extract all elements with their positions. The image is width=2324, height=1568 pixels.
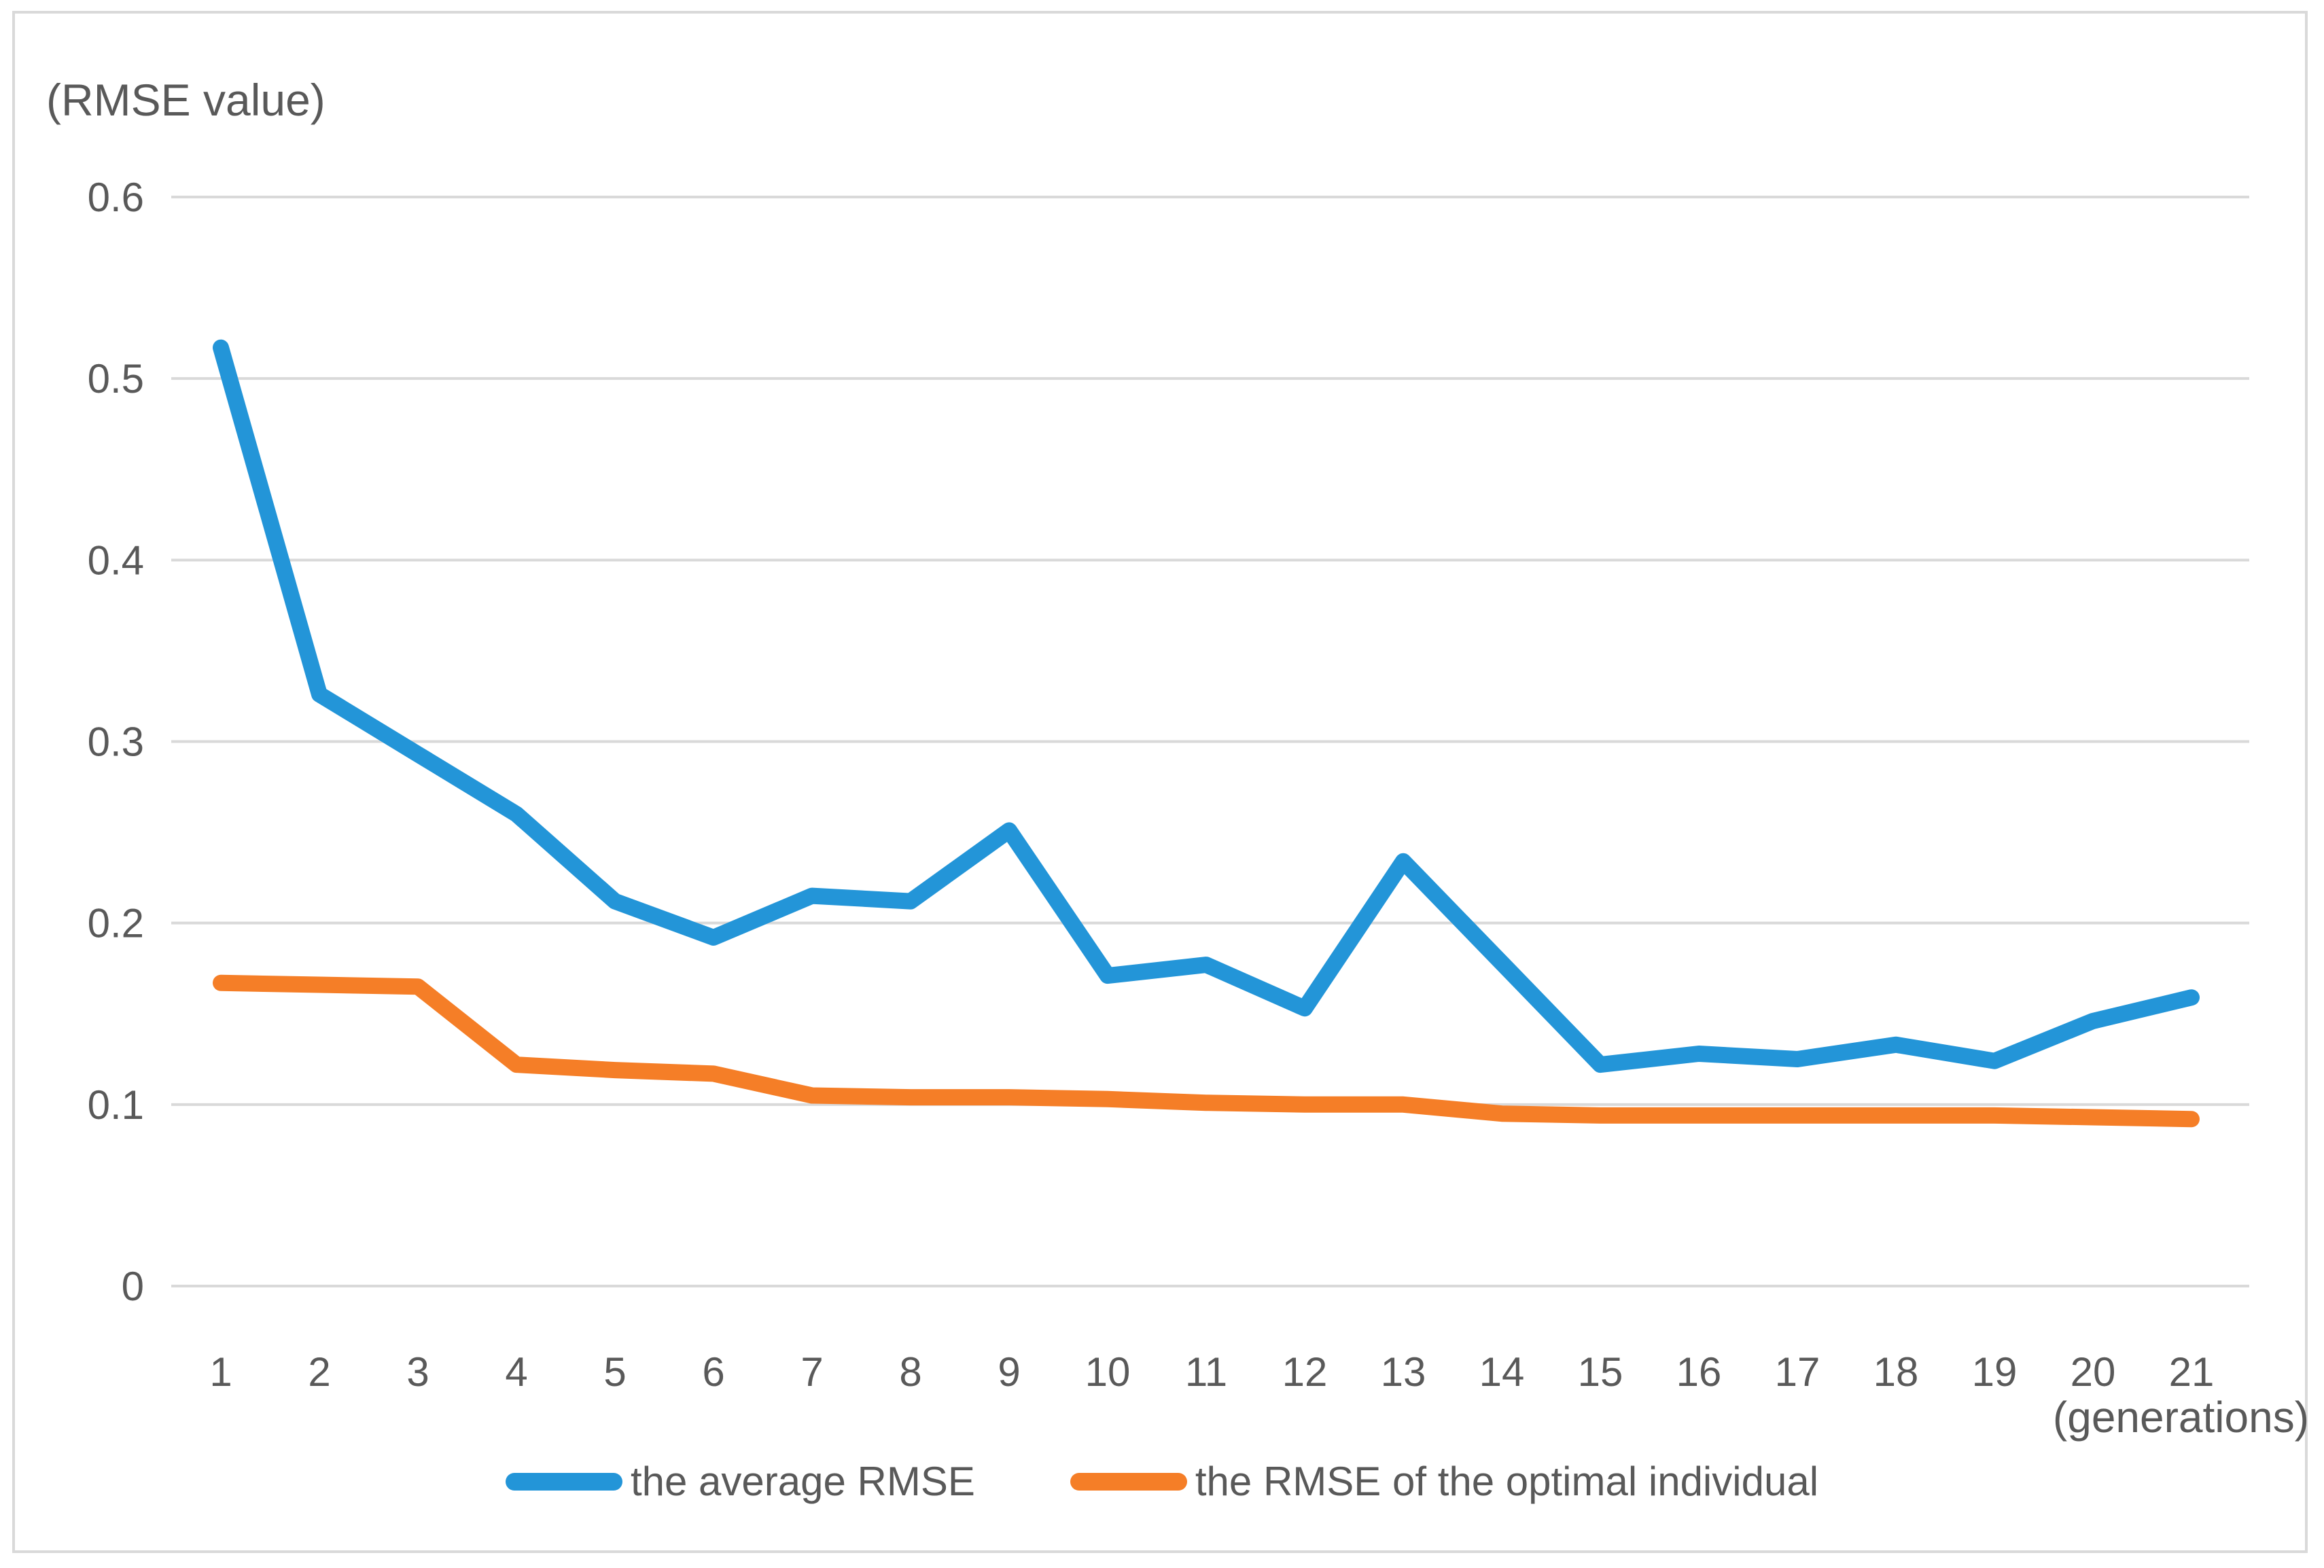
x-tick-label: 15 [1578, 1349, 1623, 1395]
x-tick-label: 20 [2071, 1349, 2116, 1395]
x-tick-label: 4 [505, 1349, 527, 1395]
legend-swatch-average-rmse-icon [505, 1472, 622, 1491]
x-tick-label: 14 [1479, 1349, 1525, 1395]
x-tick-label: 18 [1873, 1349, 1919, 1395]
y-tick-label: 0.6 [88, 175, 144, 220]
series-line-the-average-rmse [213, 339, 2200, 1073]
x-tick-label: 2 [308, 1349, 330, 1395]
gridlines [171, 196, 2249, 1287]
x-tick-label: 10 [1085, 1349, 1131, 1395]
x-tick-label: 19 [1972, 1349, 2018, 1395]
y-tick-labels: 0 0.1 0.2 0.3 0.4 0.5 0.6 [88, 175, 144, 1309]
x-tick-label: 3 [406, 1349, 429, 1395]
legend-item-optimal-individual: the RMSE of the optimal individual [1070, 1458, 1818, 1505]
y-tick-label: 0.4 [88, 537, 144, 583]
y-tick-label: 0.2 [88, 901, 144, 946]
x-tick-label: 16 [1676, 1349, 1722, 1395]
x-tick-label: 1 [209, 1349, 232, 1395]
x-tick-label: 21 [2169, 1349, 2215, 1395]
y-tick-label: 0.3 [88, 719, 144, 765]
y-tick-label: 0.1 [88, 1082, 144, 1128]
x-tick-label: 11 [1185, 1349, 1227, 1395]
legend-label-average-rmse: the average RMSE [630, 1459, 975, 1504]
legend-item-average-rmse: the average RMSE [505, 1458, 975, 1505]
x-tick-labels: 1 2 3 4 5 6 7 8 9 10 11 12 13 14 15 16 17 18 19 20 21 [209, 1349, 2214, 1395]
chart-legend: the average RMSE the RMSE of the optimal… [0, 1458, 2324, 1505]
x-tick-label: 17 [1775, 1349, 1820, 1395]
x-tick-label: 7 [800, 1349, 823, 1395]
x-axis-label: (generations) [2053, 1393, 2309, 1442]
x-tick-label: 12 [1282, 1349, 1328, 1395]
x-tick-label: 8 [899, 1349, 921, 1395]
chart-frame [12, 11, 2308, 1553]
x-tick-label: 13 [1381, 1349, 1426, 1395]
x-tick-label: 5 [603, 1349, 626, 1395]
y-axis-title: (RMSE value) [46, 75, 325, 125]
series-lines [213, 339, 2200, 1128]
x-tick-label: 9 [998, 1349, 1020, 1395]
y-tick-label: 0 [122, 1264, 144, 1309]
legend-label-optimal-individual: the RMSE of the optimal individual [1195, 1459, 1819, 1504]
series-line-the-rmse-of-the-optimal-individual [213, 974, 2200, 1128]
legend-swatch-optimal-individual-icon [1070, 1472, 1187, 1491]
y-tick-label: 0.5 [88, 356, 144, 402]
x-tick-label: 6 [702, 1349, 724, 1395]
